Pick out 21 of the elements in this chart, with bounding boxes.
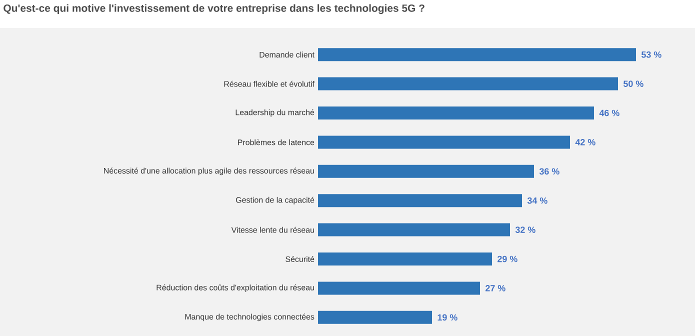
bar <box>318 48 636 62</box>
data-label: 46 % <box>599 110 620 116</box>
data-label: 42 % <box>575 139 596 146</box>
bar <box>318 310 432 324</box>
bar <box>318 136 570 149</box>
text: Qu'est-ce qui motive l'investissement de votre entreprise dans les technologies 5G ? <box>4 4 424 14</box>
bar <box>318 252 492 266</box>
data-label: 36 % <box>539 168 560 175</box>
data-label: 50 % <box>623 80 644 87</box>
data-label: 53 % <box>641 51 662 58</box>
data-label: 19 % <box>438 314 458 321</box>
bar <box>318 106 594 120</box>
data-label: 32 % <box>515 226 536 233</box>
bar <box>318 164 534 178</box>
bar <box>318 223 510 236</box>
data-label: 34 % <box>527 197 548 204</box>
bar <box>318 77 618 90</box>
bar <box>318 282 480 295</box>
bar <box>318 194 522 208</box>
data-label: 29 % <box>498 256 518 262</box>
data-label: 27 % <box>486 285 506 292</box>
